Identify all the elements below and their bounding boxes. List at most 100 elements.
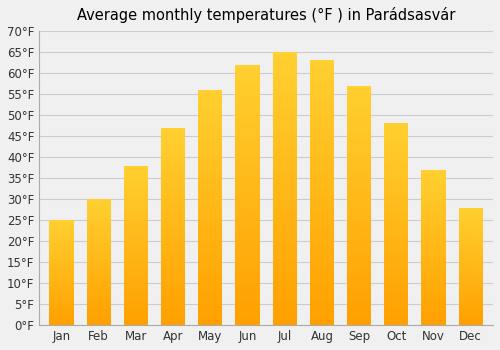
- Bar: [236, 317, 260, 320]
- Bar: [198, 306, 222, 309]
- Bar: [272, 295, 297, 298]
- Bar: [161, 205, 185, 207]
- Bar: [236, 127, 260, 130]
- Bar: [161, 300, 185, 301]
- Bar: [50, 305, 74, 306]
- Bar: [458, 260, 483, 262]
- Bar: [347, 306, 371, 308]
- Bar: [86, 201, 111, 202]
- Bar: [384, 204, 408, 206]
- Bar: [347, 143, 371, 146]
- Bar: [198, 224, 222, 226]
- Bar: [422, 207, 446, 209]
- Bar: [310, 272, 334, 275]
- Bar: [50, 262, 74, 263]
- Bar: [422, 233, 446, 235]
- Bar: [50, 313, 74, 314]
- Bar: [86, 257, 111, 258]
- Bar: [310, 262, 334, 264]
- Bar: [86, 256, 111, 257]
- Bar: [458, 269, 483, 270]
- Bar: [384, 319, 408, 321]
- Bar: [347, 121, 371, 124]
- Bar: [458, 209, 483, 210]
- Bar: [310, 61, 334, 63]
- Bar: [422, 296, 446, 297]
- Bar: [422, 181, 446, 182]
- Bar: [124, 279, 148, 280]
- Bar: [161, 177, 185, 179]
- Bar: [86, 253, 111, 254]
- Bar: [272, 298, 297, 301]
- Bar: [236, 312, 260, 315]
- Bar: [384, 148, 408, 150]
- Bar: [310, 291, 334, 293]
- Bar: [458, 292, 483, 293]
- Bar: [458, 244, 483, 245]
- Bar: [198, 168, 222, 170]
- Bar: [272, 71, 297, 74]
- Bar: [310, 166, 334, 169]
- Bar: [347, 150, 371, 153]
- Bar: [86, 217, 111, 218]
- Bar: [310, 156, 334, 159]
- Bar: [236, 299, 260, 302]
- Bar: [236, 114, 260, 117]
- Bar: [458, 250, 483, 251]
- Bar: [310, 74, 334, 76]
- Bar: [161, 274, 185, 276]
- Bar: [124, 293, 148, 295]
- Bar: [198, 215, 222, 217]
- Bar: [310, 307, 334, 309]
- Bar: [310, 243, 334, 246]
- Bar: [124, 255, 148, 257]
- Bar: [422, 258, 446, 260]
- Bar: [458, 316, 483, 317]
- Bar: [272, 317, 297, 320]
- Bar: [198, 210, 222, 212]
- Bar: [347, 177, 371, 179]
- Bar: [50, 280, 74, 281]
- Bar: [161, 232, 185, 234]
- Bar: [198, 280, 222, 283]
- Bar: [347, 114, 371, 117]
- Bar: [272, 120, 297, 123]
- Bar: [236, 255, 260, 258]
- Bar: [384, 311, 408, 313]
- Bar: [458, 271, 483, 272]
- Bar: [86, 219, 111, 220]
- Bar: [347, 174, 371, 177]
- Bar: [347, 313, 371, 316]
- Bar: [236, 244, 260, 247]
- Bar: [236, 172, 260, 174]
- Bar: [124, 201, 148, 202]
- Bar: [236, 286, 260, 289]
- Bar: [458, 301, 483, 302]
- Bar: [161, 252, 185, 254]
- Bar: [86, 265, 111, 266]
- Bar: [384, 307, 408, 309]
- Bar: [272, 110, 297, 112]
- Bar: [161, 197, 185, 199]
- Bar: [384, 262, 408, 265]
- Bar: [422, 199, 446, 201]
- Bar: [50, 236, 74, 237]
- Bar: [347, 129, 371, 131]
- Bar: [124, 258, 148, 260]
- Bar: [422, 246, 446, 247]
- Bar: [422, 289, 446, 291]
- Bar: [272, 88, 297, 90]
- Bar: [347, 215, 371, 217]
- Bar: [198, 290, 222, 292]
- Bar: [422, 243, 446, 244]
- Bar: [272, 273, 297, 276]
- Bar: [161, 161, 185, 163]
- Bar: [272, 230, 297, 232]
- Bar: [161, 201, 185, 203]
- Bar: [458, 229, 483, 230]
- Bar: [86, 319, 111, 320]
- Bar: [384, 297, 408, 299]
- Bar: [310, 82, 334, 84]
- Bar: [272, 156, 297, 159]
- Bar: [422, 213, 446, 215]
